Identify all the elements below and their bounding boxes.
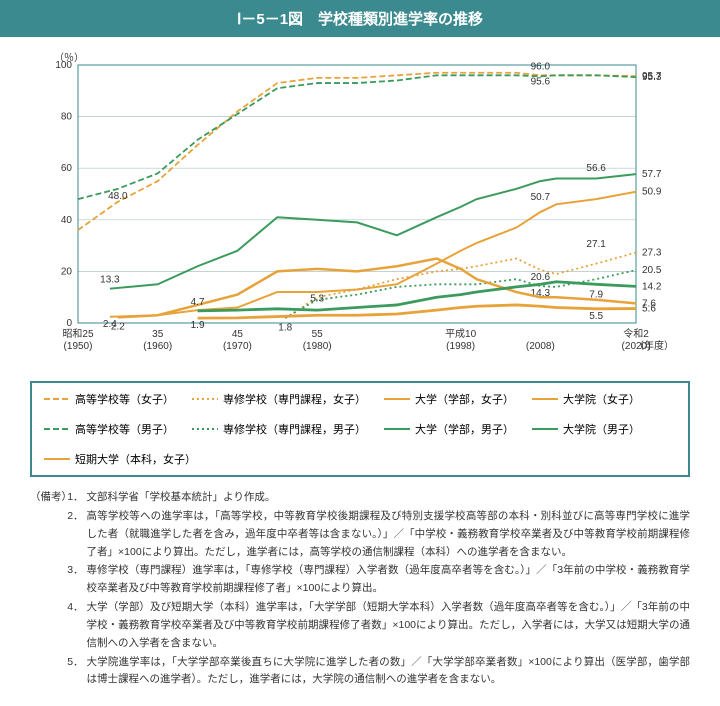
svg-text:（年度）: （年度） [634, 339, 674, 352]
svg-text:5.6: 5.6 [642, 304, 656, 315]
legend-item-hs_f: 高等学校等（女子） [44, 391, 174, 407]
footnote-item: 2．高等学校等への進学率は，「高等学校，中等教育学校後期課程及び特別支援学校高等… [30, 508, 690, 562]
svg-text:13.3: 13.3 [100, 275, 120, 286]
svg-text:56.6: 56.6 [586, 163, 606, 174]
legend-label: 大学院（男子） [563, 421, 640, 437]
svg-text:5.5: 5.5 [589, 311, 603, 322]
legend-label: 大学院（女子） [563, 391, 640, 407]
legend-label: 大学（学部，男子） [415, 421, 514, 437]
legend-item-grad_f: 大学院（女子） [532, 391, 640, 407]
chart-title: Ⅰ－5－1図 学校種類別進学率の推移 [0, 0, 720, 37]
svg-text:60: 60 [61, 163, 73, 174]
svg-text:平成10: 平成10 [445, 328, 477, 340]
svg-text:96.0: 96.0 [531, 61, 551, 72]
svg-text:(1960): (1960) [143, 341, 172, 352]
svg-text:(1970): (1970) [223, 341, 252, 352]
svg-text:20.5: 20.5 [642, 265, 662, 276]
svg-text:2.2: 2.2 [111, 321, 125, 332]
chart-container: 020406080100（％）昭和25(1950)35(1960)45(1970… [0, 37, 720, 375]
svg-text:令和2: 令和2 [623, 327, 649, 340]
legend-label: 専修学校（専門課程，男子） [223, 421, 366, 437]
svg-text:1.9: 1.9 [191, 320, 205, 331]
svg-text:48.0: 48.0 [108, 191, 128, 202]
legend-item-sen_f: 専修学校（専門課程，女子） [192, 391, 366, 407]
svg-text:57.7: 57.7 [642, 169, 662, 180]
svg-text:27.3: 27.3 [642, 248, 662, 259]
svg-text:(1950): (1950) [64, 341, 93, 352]
svg-text:20: 20 [61, 266, 73, 277]
footnote-item: 5．大学院進学率は，「大学学部卒業後直ちに大学院に進学した者の数」／「大学学部卒… [30, 654, 690, 690]
svg-text:95.3: 95.3 [642, 72, 662, 83]
svg-text:4.7: 4.7 [191, 297, 205, 308]
footnote-item: 4．大学（学部）及び短期大学（本科）進学率は，「大学学部（短期大学本科）入学者数… [30, 599, 690, 653]
svg-text:(2008): (2008) [526, 341, 555, 352]
legend-label: 高等学校等（女子） [75, 391, 174, 407]
svg-text:50.7: 50.7 [531, 192, 551, 203]
svg-text:80: 80 [61, 112, 73, 123]
footnotes: （備考）1．文部科学省「学校基本統計」より作成。2．高等学校等への進学率は，「高… [0, 489, 720, 689]
legend-label: 大学（学部，女子） [415, 391, 514, 407]
svg-text:35: 35 [152, 329, 164, 340]
footnote-item: 3．専修学校（専門課程）進学率は，「専修学校（専門課程）入学者数（過年度高卒者等… [30, 562, 690, 598]
legend-label: 高等学校等（男子） [75, 421, 174, 437]
svg-text:50.9: 50.9 [642, 187, 662, 198]
footnote-item: （備考）1．文部科学省「学校基本統計」より作成。 [30, 489, 690, 507]
svg-text:27.1: 27.1 [586, 239, 606, 250]
line-chart: 020406080100（％）昭和25(1950)35(1960)45(1970… [30, 47, 690, 367]
legend-item-grad_m: 大学院（男子） [532, 421, 640, 437]
legend: 高等学校等（女子） 専修学校（専門課程，女子） 大学（学部，女子） 大学院（女子） 高等… [30, 381, 690, 477]
svg-text:14.2: 14.2 [642, 281, 662, 292]
svg-text:1.8: 1.8 [278, 322, 292, 333]
legend-item-univ_m: 大学（学部，男子） [384, 421, 514, 437]
svg-text:(1998): (1998) [446, 341, 475, 352]
svg-text:（％）: （％） [54, 52, 84, 64]
legend-item-hs_m: 高等学校等（男子） [44, 421, 174, 437]
svg-text:55: 55 [312, 329, 324, 340]
svg-text:40: 40 [61, 215, 73, 226]
svg-text:(1980): (1980) [303, 341, 332, 352]
legend-item-univ_f: 大学（学部，女子） [384, 391, 514, 407]
legend-label: 専修学校（専門課程，女子） [223, 391, 366, 407]
svg-text:0: 0 [66, 318, 72, 329]
legend-item-sen_m: 専修学校（専門課程，男子） [192, 421, 366, 437]
svg-text:7.9: 7.9 [589, 290, 603, 301]
svg-text:20.6: 20.6 [531, 272, 551, 283]
svg-text:昭和25: 昭和25 [62, 328, 94, 340]
svg-text:95.6: 95.6 [531, 76, 551, 87]
legend-label: 短期大学（本科，女子） [75, 451, 196, 467]
svg-text:45: 45 [232, 329, 244, 340]
legend-item-jc_f: 短期大学（本科，女子） [44, 451, 196, 467]
